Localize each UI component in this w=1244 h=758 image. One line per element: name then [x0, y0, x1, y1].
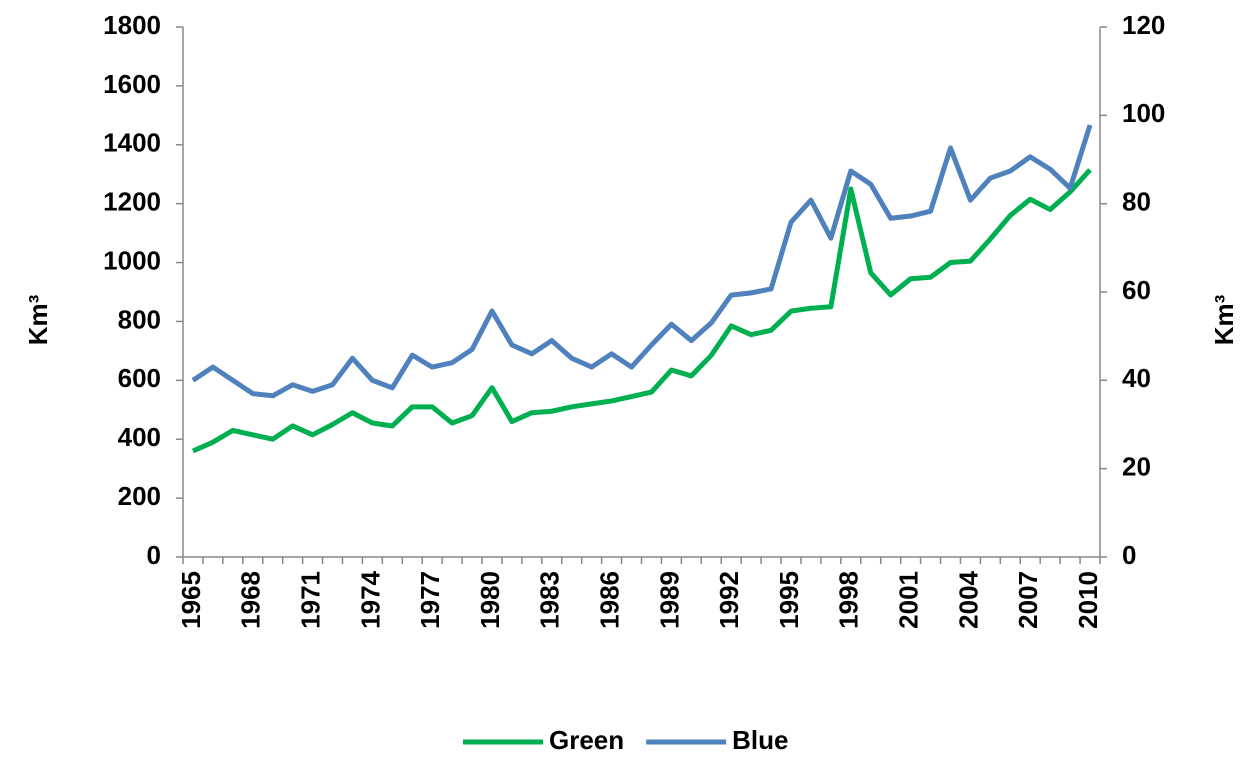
legend-label: Blue	[732, 725, 788, 755]
y2-tick-label: 100	[1122, 98, 1165, 128]
y-tick-label: 600	[118, 363, 161, 393]
y-tick-label: 1400	[103, 128, 161, 158]
x-tick-label: 1968	[236, 571, 266, 629]
y-tick-label: 1800	[103, 10, 161, 40]
x-tick-label: 1998	[834, 571, 864, 629]
y2-tick-label: 40	[1122, 363, 1151, 393]
x-tick-label: 1965	[176, 571, 206, 629]
y2-axis-label: Km³	[1209, 294, 1239, 345]
x-tick-label: 1977	[415, 571, 445, 629]
y-axis-label: Km³	[23, 294, 53, 345]
y-tick-label: 0	[147, 540, 161, 570]
y-tick-label: 400	[118, 422, 161, 452]
y-tick-label: 800	[118, 304, 161, 334]
x-tick-label: 1983	[535, 571, 565, 629]
x-tick-label: 2001	[893, 571, 923, 629]
x-tick-label: 1986	[594, 571, 624, 629]
y-tick-label: 1200	[103, 187, 161, 217]
y-tick-label: 1600	[103, 69, 161, 99]
y2-tick-label: 60	[1122, 275, 1151, 305]
y-tick-label: 1000	[103, 245, 161, 275]
y2-tick-label: 120	[1122, 10, 1165, 40]
x-tick-label: 1992	[714, 571, 744, 629]
y2-tick-label: 20	[1122, 452, 1151, 482]
legend-label: Green	[549, 725, 624, 755]
y2-tick-label: 80	[1122, 187, 1151, 217]
x-tick-label: 2010	[1073, 571, 1103, 629]
y-tick-label: 200	[118, 481, 161, 511]
line-series	[191, 168, 1092, 454]
x-tick-label: 1989	[654, 571, 684, 629]
x-tick-label: 1980	[475, 571, 505, 629]
x-tick-label: 1995	[774, 571, 804, 629]
x-tick-label: 2004	[953, 570, 983, 628]
y2-tick-label: 0	[1122, 540, 1136, 570]
x-tick-label: 1974	[355, 570, 385, 628]
line-series	[191, 124, 1093, 399]
x-tick-label: 2007	[1013, 571, 1043, 629]
x-tick-label: 1971	[295, 571, 325, 629]
